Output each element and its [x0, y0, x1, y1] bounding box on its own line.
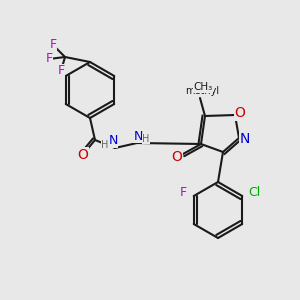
Text: O: O	[235, 106, 245, 120]
Text: H: H	[101, 140, 109, 150]
Text: F: F	[180, 187, 187, 200]
Text: methyl: methyl	[185, 86, 219, 96]
Text: Cl: Cl	[248, 187, 260, 200]
Text: F: F	[50, 38, 57, 52]
Text: N: N	[108, 134, 118, 148]
Text: N: N	[133, 130, 143, 142]
Text: F: F	[45, 52, 52, 65]
Text: O: O	[78, 148, 88, 162]
Text: N: N	[240, 132, 250, 146]
Text: O: O	[172, 150, 182, 164]
Text: CH₃: CH₃	[194, 82, 213, 92]
Text: F: F	[57, 64, 64, 77]
Text: H: H	[142, 134, 150, 144]
